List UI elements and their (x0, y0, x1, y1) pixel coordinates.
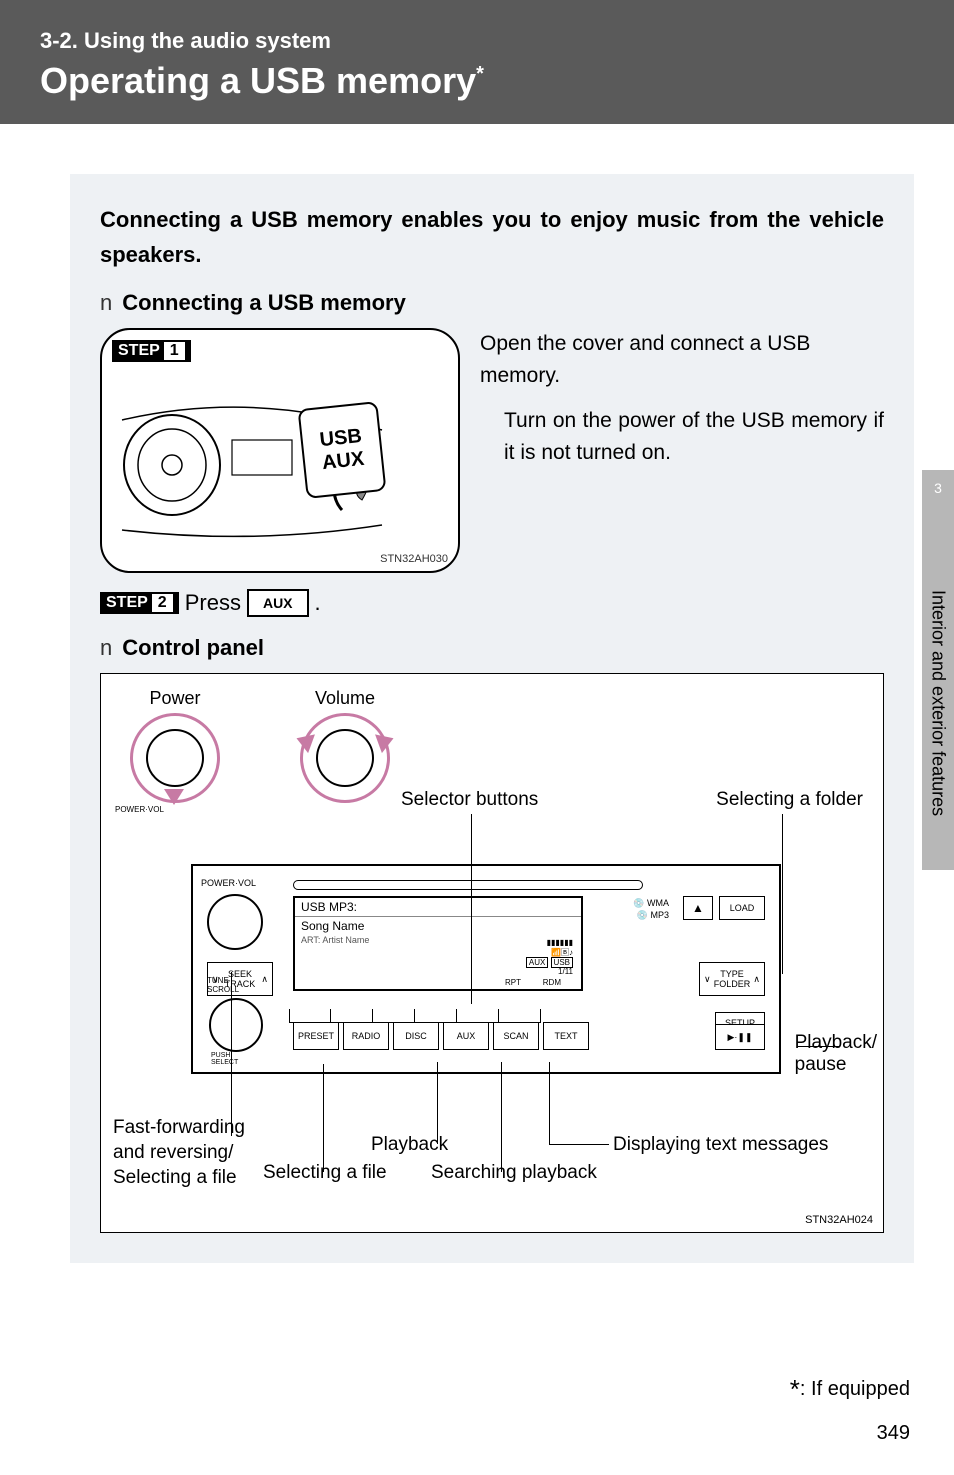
step1-sub-text: Turn on the power of the USB memory if i… (480, 405, 884, 468)
header-band: 3-2. Using the audio system Operating a … (0, 0, 954, 124)
callout-playback-pause: Playback/pause (795, 1032, 877, 1076)
selector-ticks (289, 1009, 541, 1023)
text-button[interactable]: TEXT (543, 1022, 589, 1050)
play-pause-button[interactable]: ▶·❚❚ (715, 1024, 765, 1050)
radio-button-row: PRESET RADIO DISC AUX SCAN TEXT (293, 1022, 589, 1050)
callout-searching: Searching playback (431, 1162, 597, 1184)
step2-press: Press (185, 590, 241, 616)
type-folder-button[interactable]: ∨ TYPE FOLDER ∧ (699, 962, 765, 996)
step1-row: STEP 1 USB AUX STN32AH030 Open the cov (100, 328, 884, 573)
line-selector (471, 814, 472, 1004)
power-vol-mini: POWER·VOL (115, 805, 235, 814)
line-folder (782, 814, 783, 974)
subheading-connecting: n Connecting a USB memory (100, 290, 884, 316)
radio-power-vol-label: POWER·VOL (201, 878, 256, 888)
page-title: Operating a USB memory* (40, 60, 914, 102)
tune-label: TUNESCROLL (207, 976, 239, 994)
line-playback (437, 1062, 438, 1144)
step1-image-code: STN32AH030 (380, 553, 448, 565)
step1-text: Open the cover and connect a USB memory.… (480, 328, 884, 468)
page-number: 349 (877, 1422, 910, 1445)
format-badges: 💿 WMA 💿 MP3 (633, 898, 669, 921)
line-text (549, 1062, 550, 1144)
n-marker-2: n (100, 635, 112, 660)
callout-displaying-text: Displaying text messages (613, 1134, 828, 1156)
preset-button[interactable]: PRESET (293, 1022, 339, 1050)
volume-dial-wrap: Volume (285, 688, 405, 814)
panel-image-code: STN32AH024 (805, 1214, 873, 1226)
footnote-ast: * (790, 1374, 800, 1404)
radio-vol-knob[interactable] (207, 894, 263, 950)
footnote: *: If equipped (790, 1374, 910, 1405)
tune-knob[interactable] (209, 998, 263, 1052)
step1-main-text: Open the cover and connect a USB memory. (480, 328, 884, 391)
volume-dial (300, 713, 390, 803)
usb-aux-box: USB AUX (298, 401, 387, 499)
callout-fastfwd: Fast-forwarding and reversing/ Selecting… (113, 1116, 245, 1190)
radio-button[interactable]: RADIO (343, 1022, 389, 1050)
power-dial-wrap: Power POWER·VOL (115, 688, 235, 814)
radio-body: POWER·VOL ▲ LOAD USB MP3: Song Name ART:… (191, 864, 781, 1074)
load-button[interactable]: LOAD (719, 896, 765, 920)
push-select-label: PUSH SELECT (211, 1052, 238, 1066)
title-asterisk: * (476, 63, 484, 85)
side-tab-text: Interior and exterior features (928, 590, 949, 816)
aux-radio-button[interactable]: AUX (443, 1022, 489, 1050)
callout-selecting-file-b: Selecting a file (263, 1162, 387, 1184)
step2-row: STEP 2 Press AUX . (100, 589, 884, 617)
step2-badge: STEP 2 (100, 592, 179, 614)
scan-button[interactable]: SCAN (493, 1022, 539, 1050)
control-panel-diagram: Power POWER·VOL Volume Selector buttons … (100, 673, 884, 1233)
intro-text: Connecting a USB memory enables you to e… (100, 202, 884, 272)
line-search (501, 1062, 502, 1172)
power-label: Power (115, 688, 235, 709)
screen-title: USB MP3: (295, 898, 581, 917)
line-text-h (549, 1144, 609, 1145)
section-label: 3-2. Using the audio system (40, 28, 914, 54)
callout-selecting-folder: Selecting a folder (716, 789, 863, 811)
callout-selector-buttons: Selector buttons (401, 789, 538, 811)
line-selectfile (323, 1064, 324, 1172)
side-tab: 3 Interior and exterior features (922, 470, 954, 870)
callout-playback: Playback (371, 1134, 448, 1156)
disc-slot (293, 880, 643, 890)
side-tab-num: 3 (934, 480, 942, 496)
type-label: TYPE (720, 969, 744, 979)
top-dials: Power POWER·VOL Volume (115, 688, 405, 814)
n-marker: n (100, 290, 112, 315)
screen-count: 1/11 (526, 967, 573, 977)
eject-button[interactable]: ▲ (683, 896, 713, 920)
screen-rdm: RDM (543, 978, 561, 987)
line-seek (231, 972, 232, 1136)
aux-button[interactable]: AUX (247, 589, 309, 617)
step2-badge-num: 2 (152, 594, 173, 612)
title-text: Operating a USB memory (40, 60, 476, 101)
footnote-text: : If equipped (800, 1378, 910, 1400)
power-dial (130, 713, 220, 803)
screen-rpt: RPT (505, 978, 521, 987)
radio-screen: USB MP3: Song Name ART: Artist Name ▮▮▮▮… (293, 896, 583, 991)
subheading-panel-text: Control panel (122, 635, 264, 660)
step2-badge-label: STEP (106, 594, 148, 612)
subheading-panel: n Control panel (100, 635, 884, 661)
aux-label: AUX (321, 448, 365, 475)
folder-label: FOLDER (714, 979, 751, 989)
content-area: Connecting a USB memory enables you to e… (70, 174, 914, 1263)
step1-diagram: STEP 1 USB AUX STN32AH030 (100, 328, 460, 573)
step1-badge-label: STEP (118, 342, 160, 360)
step1-badge-num: 1 (164, 342, 185, 360)
disc-button[interactable]: DISC (393, 1022, 439, 1050)
screen-indicators: ▮▮▮▮▮▮ 📶🄱♪ AUX USB 1/11 (526, 938, 573, 976)
subheading-connecting-text: Connecting a USB memory (122, 290, 406, 315)
step2-period: . (315, 590, 321, 616)
screen-song: Song Name (295, 917, 581, 935)
step1-badge: STEP 1 (112, 340, 191, 362)
volume-label: Volume (285, 688, 405, 709)
